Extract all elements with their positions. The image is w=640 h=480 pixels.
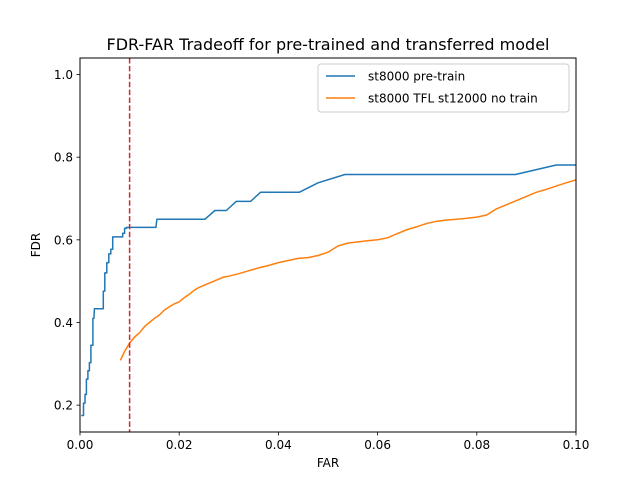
series-line-2 (119, 179, 576, 361)
x-tick-label: 0.02 (166, 438, 193, 452)
y-tick-label: 0.6 (54, 233, 73, 247)
axes-frame (79, 57, 577, 433)
x-tick-label: 0.10 (563, 438, 590, 452)
legend-label-2: st8000 TFL st12000 no train (368, 92, 538, 106)
x-axis-label: FAR (317, 456, 339, 470)
x-tick-label: 0.06 (364, 438, 391, 452)
series-line-1 (81, 164, 576, 417)
y-tick-label: 0.8 (54, 151, 73, 165)
legend: st8000 pre-train st8000 TFL st12000 no tr… (317, 63, 570, 113)
chart-title: FDR-FAR Tradeoff for pre-trained and tra… (107, 35, 550, 54)
y-tick-label: 1.0 (54, 68, 73, 82)
y-tick-label: 0.2 (54, 399, 73, 413)
x-tick-label: 0.04 (265, 438, 292, 452)
y-axis-label: FDR (29, 233, 43, 257)
series-group (81, 58, 576, 432)
plot-area: 0.00 0.02 0.04 0.06 0.08 0.10 0.2 0.4 0.6 0.8 1.0 s… (54, 57, 590, 452)
x-tick-label: 0.00 (67, 438, 94, 452)
legend-label-1: st8000 pre-train (368, 70, 465, 84)
y-tick-label: 0.4 (54, 316, 73, 330)
legend-box (317, 63, 570, 113)
x-tick-label: 0.08 (463, 438, 490, 452)
